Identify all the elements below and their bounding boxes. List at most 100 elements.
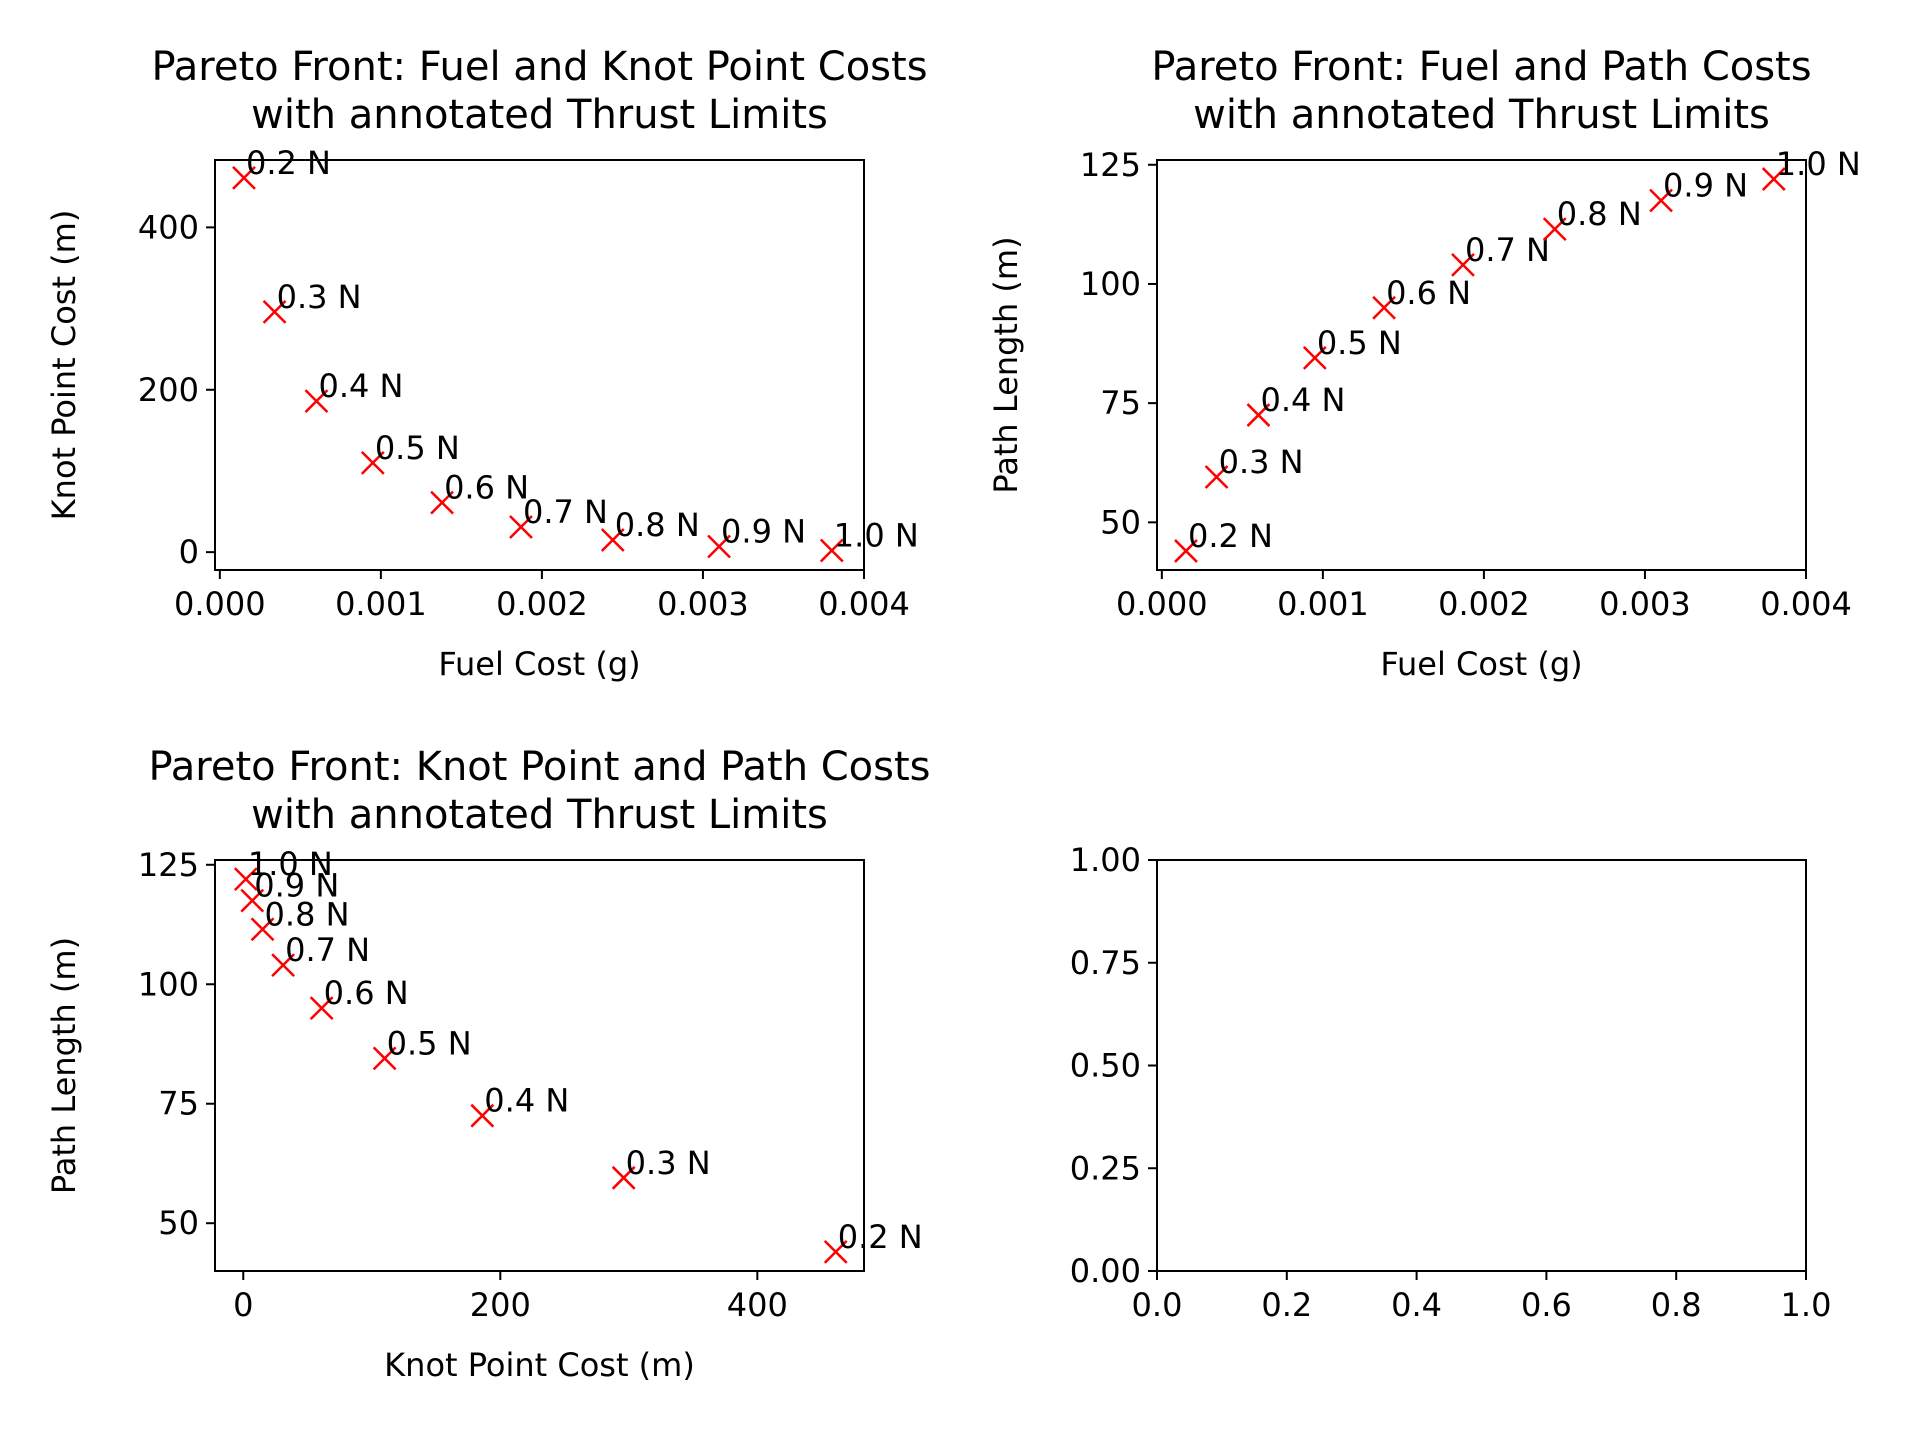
x-tick-label: 0.0 — [1132, 1286, 1183, 1324]
data-point-marker — [1649, 188, 1673, 213]
y-tick-label: 125 — [1080, 146, 1141, 184]
thrust-limit-label: 0.3 N — [277, 278, 362, 316]
x-tick-label: 0.002 — [1438, 585, 1530, 623]
data-point-marker — [819, 538, 844, 563]
x-axis-label: Fuel Cost (g) — [438, 645, 640, 683]
data-point-marker — [1302, 345, 1327, 370]
y-axis-label: Knot Point Cost (m) — [45, 210, 83, 521]
thrust-limit-label: 1.0 N — [248, 845, 333, 883]
data-point-marker — [232, 165, 256, 190]
y-tick-label: 0 — [179, 533, 199, 571]
fuel-vs-knot-point-panel: 0.000 0.001 0.002 0.003 0.004 0 200 400 Fuel Cos… — [45, 44, 928, 683]
data-point-marker — [1174, 539, 1198, 563]
data-point-marker — [430, 490, 454, 515]
axes-frame — [214, 859, 865, 1272]
axes-frame — [1156, 159, 1807, 571]
data-point-marker — [360, 450, 385, 475]
y-axis-label: Path Length (m) — [45, 937, 83, 1194]
thrust-limit-label: 0.9 N — [1663, 167, 1748, 205]
data-point-marker — [600, 528, 625, 552]
thrust-limit-label: 0.3 N — [1219, 443, 1304, 481]
data-point-marker — [1451, 252, 1475, 277]
data-point-marker — [509, 515, 533, 539]
thrust-limit-label: 0.4 N — [318, 367, 403, 405]
data-point-marker — [1246, 403, 1271, 427]
thrust-limit-label: 0.7 N — [285, 931, 370, 969]
x-tick-label: 0.001 — [335, 585, 427, 623]
y-tick-label: 0.00 — [1070, 1252, 1141, 1290]
x-tick-label: 0.003 — [657, 585, 749, 623]
x-axis-label: Fuel Cost (g) — [1380, 645, 1582, 683]
thrust-limit-label: 0.9 N — [721, 512, 806, 550]
data-point-marker — [250, 917, 275, 942]
y-tick-label: 50 — [158, 1204, 199, 1242]
thrust-limit-label: 0.9 N — [254, 867, 339, 905]
data-point-marker — [309, 996, 334, 1021]
thrust-limit-label: 0.6 N — [1386, 274, 1471, 312]
thrust-limit-label: 0.8 N — [265, 895, 350, 933]
thrust-limit-label: 0.7 N — [1465, 231, 1550, 269]
thrust-limit-label: 0.2 N — [246, 144, 331, 182]
data-point-marker — [240, 888, 265, 913]
thrust-limit-label: 0.2 N — [1188, 517, 1273, 555]
x-tick-label: 0.001 — [1277, 585, 1369, 623]
y-tick-label: 400 — [138, 208, 199, 246]
y-tick-label: 0.50 — [1070, 1047, 1141, 1085]
data-point-marker — [304, 389, 329, 414]
data-point-marker — [823, 1239, 848, 1264]
x-tick-label: 0 — [233, 1286, 253, 1324]
chart-title: Pareto Front: Fuel and Knot Point Costs w… — [151, 44, 927, 138]
thrust-limit-label: 0.4 N — [1260, 381, 1345, 419]
knot-point-vs-path-panel: 0 200 400 50 75 100 125 Knot Point Cost (m) Path… — [45, 744, 931, 1384]
x-tick-label: 200 — [470, 1286, 531, 1324]
chart-title: Pareto Front: Knot Point and Path Costs w… — [148, 744, 930, 838]
x-tick-label: 0.8 — [1651, 1286, 1702, 1324]
y-tick-label: 1.00 — [1070, 841, 1141, 879]
thrust-limit-label: 0.3 N — [626, 1144, 711, 1182]
y-axis-label: Path Length (m) — [987, 236, 1025, 493]
x-tick-label: 0.004 — [818, 585, 910, 623]
data-point-marker — [707, 534, 731, 559]
empty-panel: 0.0 0.2 0.4 0.6 0.8 1.0 0.00 0.25 0.50 0.75 1.00 — [1070, 841, 1832, 1324]
data-point-marker — [470, 1103, 495, 1128]
x-tick-label: 0.6 — [1521, 1286, 1572, 1324]
y-tick-label: 100 — [1080, 265, 1141, 303]
x-tick-label: 1.0 — [1781, 1286, 1832, 1324]
data-point-marker — [611, 1165, 636, 1190]
axes-frame — [214, 159, 865, 571]
thrust-limit-label: 0.6 N — [444, 469, 529, 507]
data-point-marker — [372, 1046, 397, 1071]
data-point-marker — [262, 299, 287, 324]
x-tick-label: 0.002 — [496, 585, 588, 623]
data-point-marker — [1204, 465, 1229, 489]
thrust-limit-label: 1.0 N — [1776, 145, 1861, 183]
thrust-limit-label: 0.5 N — [375, 429, 460, 467]
x-tick-label: 400 — [727, 1286, 788, 1324]
x-axis-label: Knot Point Cost (m) — [384, 1346, 695, 1384]
data-point-marker — [233, 867, 258, 892]
data-point-marker — [1761, 167, 1786, 191]
y-tick-label: 0.25 — [1070, 1149, 1141, 1187]
y-tick-label: 100 — [138, 965, 199, 1003]
thrust-limit-label: 0.4 N — [484, 1082, 569, 1120]
x-tick-label: 0.000 — [1116, 585, 1208, 623]
thrust-limit-label: 0.6 N — [324, 974, 409, 1012]
x-tick-label: 0.2 — [1261, 1286, 1312, 1324]
data-point-marker — [1372, 295, 1396, 320]
thrust-limit-label: 0.5 N — [1317, 324, 1402, 362]
data-point-marker — [1542, 217, 1567, 242]
fuel-vs-path-panel: 0.000 0.001 0.002 0.003 0.004 50 75 100 125 Fuel … — [987, 44, 1861, 683]
thrust-limit-label: 0.8 N — [615, 506, 700, 544]
thrust-limit-label: 0.2 N — [838, 1218, 923, 1256]
y-tick-label: 200 — [138, 371, 199, 409]
x-tick-label: 0.003 — [1599, 585, 1691, 623]
chart-title: Pareto Front: Fuel and Path Costs with an… — [1151, 44, 1811, 138]
y-tick-label: 50 — [1100, 503, 1141, 541]
thrust-limit-label: 1.0 N — [834, 517, 919, 555]
y-tick-label: 75 — [1100, 384, 1141, 422]
y-tick-label: 0.75 — [1070, 944, 1141, 982]
y-tick-label: 125 — [138, 846, 199, 884]
y-tick-label: 75 — [158, 1085, 199, 1123]
